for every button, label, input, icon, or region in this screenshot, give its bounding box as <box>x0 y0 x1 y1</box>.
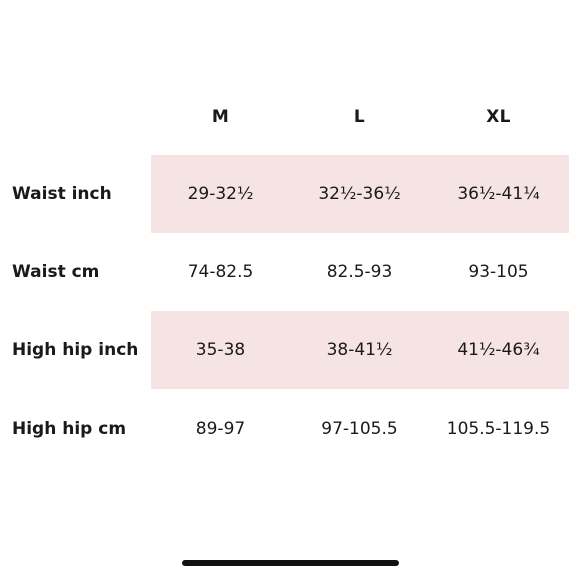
table-cell: 35-38 <box>195 340 246 360</box>
column-header-m: M <box>211 107 230 127</box>
table-cell: 29-32½ <box>187 184 254 204</box>
table-row-high-hip-cm: High hip cm 89-97 97-105.5 105.5-119.5 <box>0 390 580 468</box>
table-row-waist-inch: Waist inch 29-32½ 32½-36½ 36½-41¼ <box>0 155 580 233</box>
table-cell: 38-41½ <box>326 340 393 360</box>
row-label: Waist cm <box>12 262 100 282</box>
table-cell: 97-105.5 <box>321 419 398 439</box>
column-header-l: L <box>353 107 366 127</box>
home-indicator[interactable] <box>182 560 399 566</box>
table-cell: 32½-36½ <box>318 184 401 204</box>
row-label: High hip cm <box>12 419 127 439</box>
row-highlight <box>151 311 569 389</box>
table-cell: 89-97 <box>195 419 246 439</box>
row-label: High hip inch <box>12 340 139 360</box>
table-cell: 74-82.5 <box>187 262 254 282</box>
column-header-xl: XL <box>486 107 511 127</box>
table-row-high-hip-inch: High hip inch 35-38 38-41½ 41½-46¾ <box>0 311 580 389</box>
row-highlight <box>151 155 569 233</box>
table-cell: 93-105 <box>468 262 529 282</box>
table-cell: 82.5-93 <box>326 262 393 282</box>
table-row-waist-cm: Waist cm 74-82.5 82.5-93 93-105 <box>0 233 580 311</box>
table-cell: 36½-41¼ <box>457 184 540 204</box>
table-cell: 41½-46¾ <box>457 340 540 360</box>
table-cell: 105.5-119.5 <box>446 419 551 439</box>
row-label: Waist inch <box>12 184 112 204</box>
